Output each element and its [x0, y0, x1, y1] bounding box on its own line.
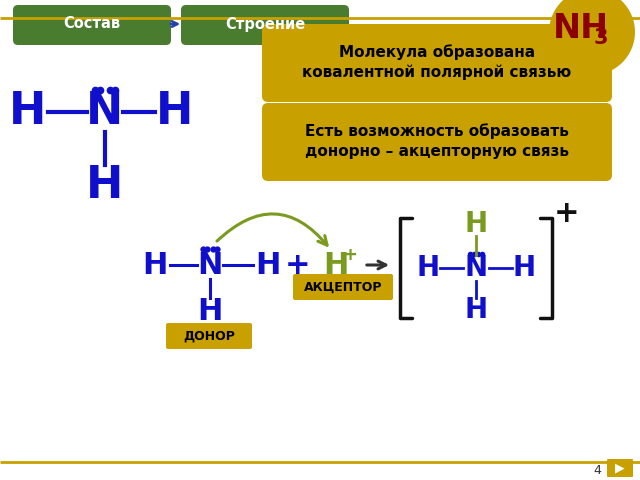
Text: +: +	[554, 200, 580, 228]
Text: H: H	[465, 210, 488, 238]
Text: H: H	[323, 251, 349, 279]
Text: H: H	[513, 254, 536, 282]
FancyBboxPatch shape	[181, 5, 349, 45]
FancyBboxPatch shape	[262, 24, 612, 102]
Text: H: H	[465, 296, 488, 324]
Text: N: N	[197, 251, 223, 279]
Text: N: N	[465, 254, 488, 282]
Text: Молекула образована
ковалентной полярной связью: Молекула образована ковалентной полярной…	[303, 44, 572, 80]
Text: H: H	[197, 298, 223, 326]
Text: 3: 3	[594, 28, 608, 48]
FancyBboxPatch shape	[262, 103, 612, 181]
Text: ДОНОР: ДОНОР	[183, 329, 235, 343]
Text: N: N	[86, 91, 124, 133]
Text: NH: NH	[553, 12, 609, 45]
FancyBboxPatch shape	[13, 5, 171, 45]
Text: H: H	[142, 251, 168, 279]
Text: +: +	[285, 251, 311, 279]
Text: H: H	[86, 164, 124, 206]
FancyBboxPatch shape	[607, 459, 633, 477]
Text: H: H	[255, 251, 281, 279]
Text: ▶: ▶	[615, 461, 625, 475]
Text: H: H	[417, 254, 440, 282]
Text: АКЦЕПТОР: АКЦЕПТОР	[304, 280, 382, 293]
Text: H: H	[156, 91, 194, 133]
FancyBboxPatch shape	[166, 323, 252, 349]
Text: Есть возможность образовать
донорно – акцепторную связь: Есть возможность образовать донорно – ак…	[305, 123, 569, 159]
Text: 4: 4	[593, 464, 601, 477]
Text: Состав: Состав	[63, 16, 120, 32]
FancyArrowPatch shape	[217, 214, 327, 245]
FancyBboxPatch shape	[293, 274, 393, 300]
Text: Строение: Строение	[225, 16, 305, 32]
Text: H: H	[10, 91, 47, 133]
Text: +: +	[342, 246, 358, 264]
Circle shape	[549, 0, 635, 75]
